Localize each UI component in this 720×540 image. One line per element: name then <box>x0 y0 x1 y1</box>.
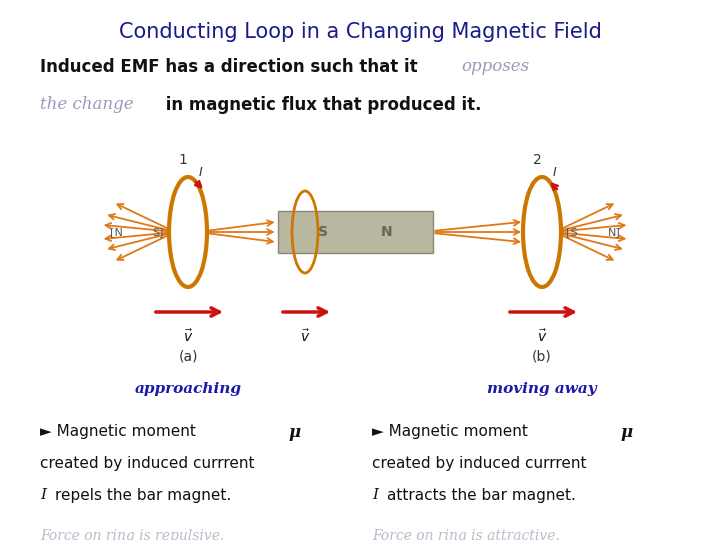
Text: (a): (a) <box>179 350 198 364</box>
Text: Induced EMF has a direction such that it: Induced EMF has a direction such that it <box>40 58 423 76</box>
Text: opposes: opposes <box>461 58 529 75</box>
Text: $\vec{v}$: $\vec{v}$ <box>183 328 193 345</box>
Text: the change: the change <box>40 96 134 113</box>
Text: ► Magnetic moment: ► Magnetic moment <box>372 424 533 439</box>
Text: Conducting Loop in a Changing Magnetic Field: Conducting Loop in a Changing Magnetic F… <box>119 22 601 42</box>
Text: $\vec{v}$: $\vec{v}$ <box>537 328 547 345</box>
Text: Force on ring is repulsive.: Force on ring is repulsive. <box>40 529 225 540</box>
Text: μ: μ <box>620 424 632 441</box>
Text: approaching: approaching <box>135 382 241 396</box>
Text: attracts the bar magnet.: attracts the bar magnet. <box>387 488 576 503</box>
Text: created by induced currrent: created by induced currrent <box>372 456 587 471</box>
Text: (b): (b) <box>532 350 552 364</box>
Text: repels the bar magnet.: repels the bar magnet. <box>55 488 231 503</box>
Text: $\vec{v}$: $\vec{v}$ <box>300 328 310 345</box>
Text: N]: N] <box>608 227 621 237</box>
Text: created by induced currrent: created by induced currrent <box>40 456 254 471</box>
Text: moving away: moving away <box>487 382 597 396</box>
Text: 2: 2 <box>533 153 541 167</box>
Text: S: S <box>318 225 328 239</box>
Text: [N: [N <box>109 227 122 237</box>
Text: 1: 1 <box>179 153 187 167</box>
Text: [S: [S <box>566 227 578 237</box>
Text: Force on ring is attractive.: Force on ring is attractive. <box>372 529 560 540</box>
Text: I: I <box>553 166 557 179</box>
Text: ► Magnetic moment: ► Magnetic moment <box>40 424 201 439</box>
Text: S]: S] <box>152 227 163 237</box>
Text: μ: μ <box>288 424 300 441</box>
Text: I: I <box>372 488 378 502</box>
Text: in magnetic flux that produced it.: in magnetic flux that produced it. <box>160 96 482 114</box>
Text: I: I <box>40 488 46 502</box>
Text: N: N <box>381 225 393 239</box>
Text: I: I <box>199 166 203 179</box>
Bar <box>277 211 433 253</box>
